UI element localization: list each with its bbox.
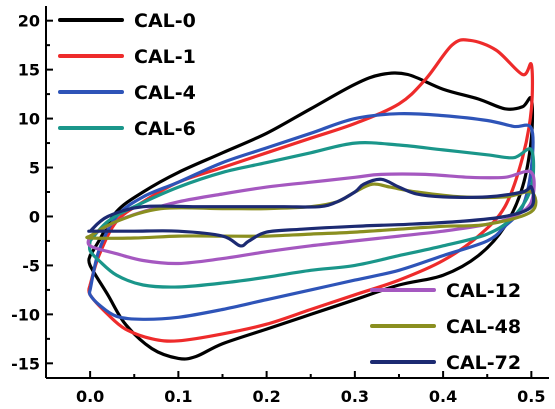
y-tick-label: 20 [18,12,40,31]
legend-label-cal-72: CAL-72 [446,352,521,374]
x-tick-label: 0.3 [341,387,369,406]
y-tick-label: -10 [11,305,40,324]
y-tick-label: 15 [18,61,40,80]
legend-label-cal-4: CAL-4 [134,82,196,104]
series-line-cal-6 [87,141,536,289]
x-tick-label: 0.4 [429,387,457,406]
y-tick-label: -5 [22,256,40,275]
x-tick-label: 0.2 [252,387,280,406]
x-tick-label: 0.5 [517,387,545,406]
legend-label-cal-6: CAL-6 [134,118,196,140]
y-tick-label: 5 [29,159,40,178]
series-line-cal-12 [86,169,536,266]
legend-label-cal-0: CAL-0 [134,10,196,32]
legend: CAL-0 CAL-1 CAL-4 CAL-6 CAL-12 CAL-48 CAL-72 [58,10,521,374]
series-layer [85,38,538,361]
ticks: -15 -10 -5 0 5 10 15 20 0.0 0.1 0.2 0.3 0.4 0.5 [11,12,545,406]
y-tick-label: -15 [11,354,40,373]
x-tick-label: 0.1 [164,387,192,406]
y-tick-label: 0 [29,207,40,226]
series-line-cal-72 [87,177,536,248]
y-tick-label: 10 [18,110,40,129]
series-line-cal-0 [87,71,535,361]
legend-label-cal-1: CAL-1 [134,46,196,68]
legend-label-cal-12: CAL-12 [446,280,521,302]
x-tick-label: 0.0 [76,387,104,406]
legend-label-cal-48: CAL-48 [446,316,521,338]
series-line-cal-1 [87,38,535,343]
